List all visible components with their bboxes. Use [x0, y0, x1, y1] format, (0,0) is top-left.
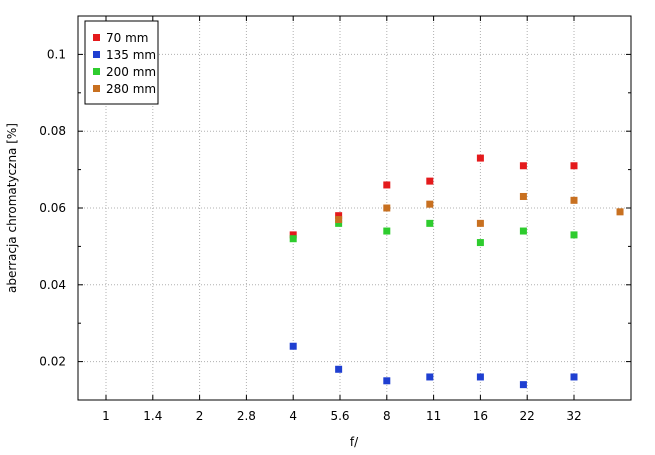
x-tick-label: 16	[473, 409, 488, 423]
data-point	[383, 377, 391, 385]
y-tick-label: 0.02	[39, 355, 66, 369]
x-tick-label: 11	[426, 409, 441, 423]
data-point	[335, 219, 343, 227]
data-point	[616, 208, 624, 216]
data-point	[426, 373, 434, 381]
legend-label: 280 mm	[106, 82, 156, 96]
y-tick-label: 0.04	[39, 278, 66, 292]
y-tick-label: 0.08	[39, 124, 66, 138]
legend: 70 mm 135 mm 200 mm 280 mm	[84, 20, 159, 105]
x-tick-label: 8	[383, 409, 391, 423]
x-tick-label: 2.8	[237, 409, 256, 423]
series-1	[289, 154, 578, 239]
data-point	[519, 381, 527, 389]
x-axis-label: f/	[350, 435, 359, 449]
data-point	[570, 373, 578, 381]
y-tick-label: 0.1	[47, 47, 66, 61]
x-tick-label: 22	[520, 409, 535, 423]
x-tick-label: 5.6	[330, 409, 349, 423]
data-point	[289, 231, 297, 239]
legend-marker	[93, 51, 100, 58]
data-point	[383, 181, 391, 189]
data-point	[426, 219, 434, 227]
data-point	[476, 239, 484, 247]
data-point	[519, 227, 527, 235]
series-4	[335, 192, 624, 227]
data-point	[519, 192, 527, 200]
x-tick-label: 4	[289, 409, 297, 423]
series-3	[289, 219, 578, 247]
x-tick-label: 1	[102, 409, 110, 423]
data-point	[519, 162, 527, 170]
legend-marker	[93, 85, 100, 92]
data-point	[476, 373, 484, 381]
x-tick-label: 32	[566, 409, 581, 423]
data-point	[335, 212, 343, 220]
series-2	[289, 342, 578, 389]
legend-marker	[93, 34, 100, 41]
data-point	[476, 154, 484, 162]
data-point	[335, 365, 343, 373]
data-point	[383, 227, 391, 235]
data-point	[335, 216, 343, 224]
data-point	[570, 162, 578, 170]
legend-label: 200 mm	[106, 65, 156, 79]
axis-ticks: 1 1.4 2 2.8 4 5.6 8 11 16 22 32 0.02 0.04 0.06 0.08 0.1	[39, 16, 631, 423]
y-axis-label: aberracja chromatyczna [%]	[5, 123, 19, 293]
data-point	[426, 200, 434, 208]
data-point	[426, 177, 434, 185]
x-tick-label: 2	[196, 409, 204, 423]
data-point	[289, 342, 297, 350]
data-point	[383, 204, 391, 212]
y-tick-label: 0.06	[39, 201, 66, 215]
data-points	[289, 154, 624, 389]
data-point	[570, 196, 578, 204]
legend-label: 70 mm	[106, 31, 148, 45]
grid	[78, 16, 631, 400]
data-point	[289, 235, 297, 243]
data-point	[476, 219, 484, 227]
legend-marker	[93, 68, 100, 75]
legend-label: 135 mm	[106, 48, 156, 62]
data-point	[570, 231, 578, 239]
x-tick-label: 1.4	[143, 409, 162, 423]
